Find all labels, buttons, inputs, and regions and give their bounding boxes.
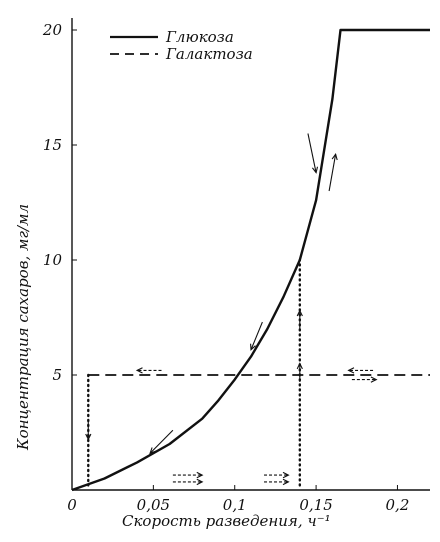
x-tick-label: 0,15 [299,496,332,514]
legend-label-1: Галактоза [165,45,253,63]
y-tick-label: 10 [43,251,63,269]
legend: Глюкоза Галактоза [110,28,253,63]
series-line-0 [71,28,430,492]
y-tick-label: 15 [43,136,62,154]
arrow-head [331,152,338,161]
x-tick-label: 0,05 [137,496,170,514]
direction-arrow [328,154,337,192]
y-axis-title: Концентрация сахаров, мг/мл [14,204,32,451]
y-tick-label: 20 [42,21,63,39]
x-tick-label: 0,1 [223,496,247,514]
arrow-head [135,367,143,374]
arrow-head [296,309,303,317]
legend-label-0: Глюкоза [165,28,234,46]
arrow-head [85,433,92,441]
direction-arrow [250,321,263,350]
x-tick-label: 0 [67,496,77,514]
arrow-head [347,367,355,374]
arrow-head [296,362,303,370]
direction-arrow [307,133,317,173]
y-tick-label: 5 [52,366,62,384]
direction-arrow [149,429,174,454]
arrow-head [149,447,156,455]
arrow-head [282,471,290,479]
x-axis-title: Скорость разведения, ч⁻¹ [122,512,331,530]
arrow-head [196,471,204,479]
x-tick-label: 0,2 [386,496,410,514]
arrow-head [282,478,290,486]
arrow-head [370,376,378,383]
arrow-head [250,343,256,351]
arrow-head [196,478,204,486]
arrow-head [311,166,319,174]
